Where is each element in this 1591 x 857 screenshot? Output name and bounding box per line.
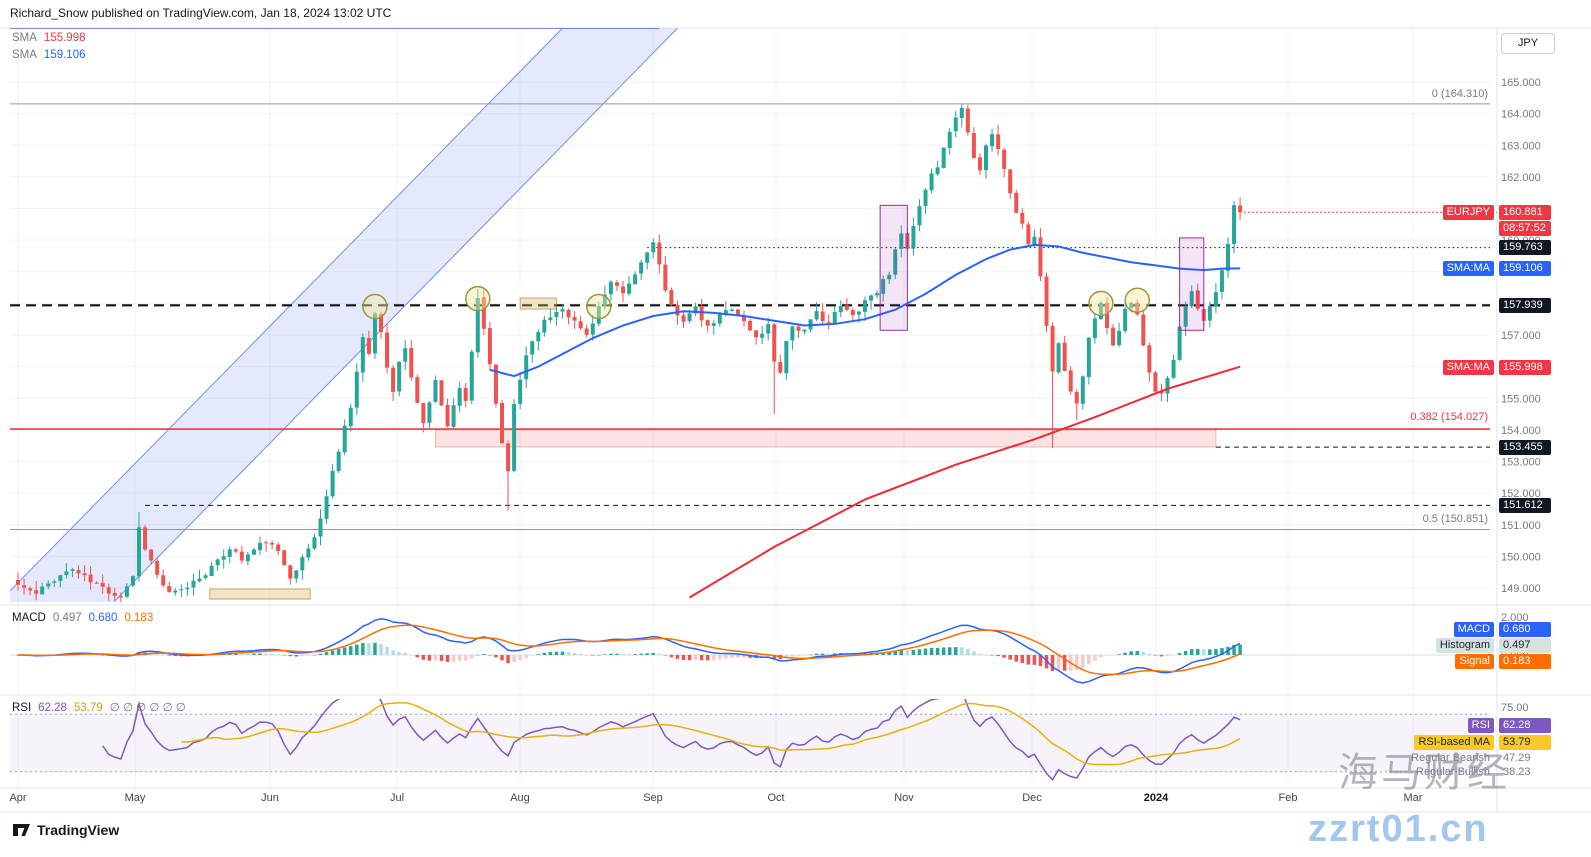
fib-label-382: 0.382 (154.027) — [1410, 411, 1488, 423]
price-axis[interactable] — [1497, 28, 1591, 812]
countdown-badge: 08:57:52 — [1499, 221, 1551, 236]
footer-brand-text: TradingView — [37, 821, 120, 838]
macd-value-badge: 0.680 — [1499, 622, 1551, 637]
sma-legend-row-1[interactable]: SMA 155.998 — [12, 30, 86, 47]
last-price-badge: 160.881 — [1499, 205, 1551, 220]
fib-label-0: 0 (164.310) — [1431, 88, 1488, 100]
signal-value-badge: 0.183 — [1499, 654, 1551, 669]
indicator-legend-sma: SMA 155.998 SMA 159.106 — [12, 30, 86, 64]
time-axis-label: 2024 — [1143, 792, 1169, 804]
time-axis-label: Jul — [389, 792, 405, 804]
svg-text:164.000: 164.000 — [1501, 109, 1541, 121]
time-axis-label: Dec — [1022, 792, 1042, 804]
regular-bearish-label: Regular Bearish — [1411, 752, 1490, 764]
level-badge-151612: 151.612 — [1499, 498, 1551, 513]
gridlines — [10, 28, 1490, 788]
signal-tag: Signal — [1455, 654, 1494, 669]
footer-brand[interactable]: TradingView — [12, 820, 119, 839]
tradingview-logo-icon — [13, 824, 30, 836]
watermark-url: zzrt01.cn — [1308, 808, 1489, 850]
macd-line-value: 0.680 — [88, 612, 118, 624]
time-axis-label: Oct — [767, 792, 785, 804]
svg-text:2.000: 2.000 — [1501, 612, 1529, 624]
time-axis-label: Apr — [9, 792, 27, 804]
rsi-ma-tag: RSI-based MA — [1414, 735, 1494, 750]
rsi-value-badge: 62.28 — [1499, 718, 1551, 733]
svg-text:150.000: 150.000 — [1501, 551, 1541, 563]
time-axis[interactable]: Apr May Jun Jul Aug Sep Oct Nov Dec 2024 Feb Mar — [0, 788, 1591, 812]
time-axis-label: May — [124, 792, 146, 804]
macd-signal-value: 0.183 — [124, 612, 154, 624]
regular-bullish-label: Regular Bullish — [1416, 766, 1490, 778]
svg-text:152.000: 152.000 — [1501, 488, 1541, 500]
attribution-text: Richard_Snow published on TradingView.co… — [10, 6, 392, 20]
rsi-tag: RSI — [1467, 718, 1494, 733]
chart-plot-area[interactable] — [10, 28, 1490, 602]
time-axis-label: Mar — [1403, 792, 1423, 804]
time-axis-label: Jun — [261, 792, 279, 804]
time-axis-label: Nov — [894, 792, 914, 804]
rsi-legend[interactable]: RSI 62.28 53.79 ∅ ∅ ∅ ∅ ∅ ∅ — [12, 700, 186, 717]
histogram-tag: Histogram — [1435, 638, 1494, 653]
time-axis-label: Sep — [643, 792, 663, 804]
sma-red-tag: SMA:MA — [1442, 360, 1494, 375]
macd-hist-value: 0.497 — [52, 612, 82, 624]
svg-text:162.000: 162.000 — [1501, 172, 1541, 184]
rsi-null-markers: ∅ ∅ ∅ ∅ ∅ ∅ — [109, 702, 186, 714]
svg-text:151.000: 151.000 — [1501, 520, 1541, 532]
rsi-legend-label: RSI — [12, 702, 32, 714]
sma1-value: 155.998 — [43, 32, 86, 44]
sma2-value: 159.106 — [43, 49, 86, 61]
watermark-cn: 海马财经 — [1338, 751, 1510, 795]
sma-blue-value-badge: 159.106 — [1499, 261, 1551, 276]
macd-pane — [10, 618, 1490, 684]
svg-text:149.000: 149.000 — [1501, 583, 1541, 595]
sma1-label: SMA — [12, 32, 37, 44]
sma-legend-row-2[interactable]: SMA 159.106 — [12, 47, 86, 64]
svg-text:165.000: 165.000 — [1501, 77, 1541, 89]
svg-text:157.000: 157.000 — [1501, 330, 1541, 342]
symbol-tag: EURJPY — [1442, 205, 1494, 220]
svg-text:155.000: 155.000 — [1501, 393, 1541, 405]
macd-legend-label: MACD — [12, 612, 46, 624]
rsi-value: 62.28 — [38, 702, 67, 714]
price-pane — [10, 28, 1490, 602]
macd-tag: MACD — [1453, 622, 1494, 637]
fib-label-50: 0.5 (150.851) — [1422, 513, 1488, 525]
rsi-pane — [10, 699, 1490, 782]
regular-bearish-value: 47.29 — [1503, 752, 1531, 764]
currency-axis-button[interactable]: JPY — [1501, 33, 1555, 54]
macd-legend[interactable]: MACD 0.497 0.680 0.183 — [12, 610, 153, 627]
level-badge-157939: 157.939 — [1499, 298, 1551, 313]
svg-text:154.000: 154.000 — [1501, 425, 1541, 437]
time-axis-label: Feb — [1278, 792, 1298, 804]
sma-blue-tag: SMA:MA — [1442, 261, 1494, 276]
svg-text:163.000: 163.000 — [1501, 140, 1541, 152]
svg-text:75.00: 75.00 — [1501, 702, 1529, 714]
histogram-value-badge: 0.497 — [1499, 638, 1551, 653]
level-badge-159763: 159.763 — [1499, 240, 1551, 255]
sma-red-value-badge: 155.998 — [1499, 360, 1551, 375]
rsi-ma-value-badge: 53.79 — [1499, 735, 1551, 750]
time-axis-label: Aug — [510, 792, 530, 804]
sma2-label: SMA — [12, 49, 37, 61]
regular-bullish-value: 38.23 — [1503, 766, 1531, 778]
rsi-ma-value: 53.79 — [73, 702, 103, 714]
level-badge-153455: 153.455 — [1499, 440, 1551, 455]
svg-text:153.000: 153.000 — [1501, 457, 1541, 469]
